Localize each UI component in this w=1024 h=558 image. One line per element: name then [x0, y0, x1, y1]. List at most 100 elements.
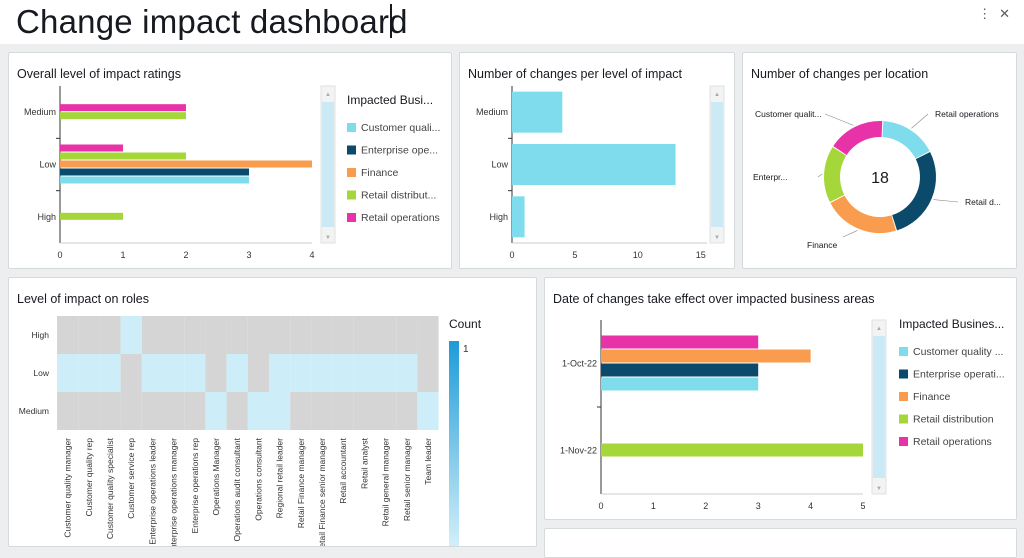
slice-label: Retail d...: [965, 197, 1001, 207]
heatmap-legend-max: 1: [463, 344, 469, 355]
bar-high: [512, 196, 525, 238]
slice-leader-line: [842, 230, 858, 238]
heatmap-cell: [290, 392, 312, 430]
more-vertical-icon[interactable]: ⋮: [978, 6, 992, 21]
heatmap-color-scale: [449, 341, 459, 546]
x-tick-label: 4: [309, 250, 314, 260]
heatmap-cell: [269, 354, 291, 392]
legend-swatch: [899, 369, 908, 379]
heatmap-row-label: Low: [33, 368, 49, 378]
close-icon[interactable]: ✕: [999, 6, 1010, 21]
x-tick-label: 1: [120, 250, 125, 260]
impact-on-roles-title: Level of impact on roles: [17, 292, 150, 306]
heatmap-column-label: Enterprise operations rep: [190, 438, 200, 534]
next-visual-card: [544, 528, 1017, 558]
heatmap-cell: [311, 392, 333, 430]
scroll-up-icon: ▲: [325, 92, 331, 98]
scrollbar-thumb[interactable]: [711, 102, 723, 227]
impact-on-roles-card: Level of impact on roles High Low Medium Cu…: [8, 277, 537, 547]
bar-high-retail-distribut: [60, 212, 123, 220]
heatmap-cell: [57, 316, 79, 354]
changes-per-level-card: Number of changes per level of impact 0 5…: [459, 52, 735, 269]
y-tick-label: Low: [491, 160, 508, 170]
x-tick-label: 0: [598, 501, 603, 511]
scrollbar-thumb[interactable]: [322, 102, 334, 227]
heatmap-cell: [290, 354, 312, 392]
heatmap-cell: [311, 354, 333, 392]
slice-customer-qualit: [833, 121, 883, 156]
legend-label: Retail operations: [361, 212, 440, 224]
heatmap-cell: [375, 354, 397, 392]
heatmap-column-label: Team leader: [423, 438, 433, 485]
legend-label: Enterprise operati...: [913, 369, 1005, 381]
legend-title: Impacted Busines...: [899, 317, 1004, 331]
heatmap-column-label: Retail Finance senior manager: [317, 438, 327, 547]
heatmap-cell: [163, 316, 185, 354]
bar-1-nov-22-retail-distribution: [601, 443, 863, 457]
legend-title: Impacted Busi...: [347, 93, 433, 107]
x-tick-label: 4: [808, 501, 813, 511]
heatmap-cell: [99, 392, 121, 430]
heatmap-cell: [120, 392, 142, 430]
heatmap-cell: [332, 354, 354, 392]
bar-low: [512, 144, 676, 185]
legend-label: Retail distribut...: [361, 190, 436, 202]
donut-center-total: 18: [871, 170, 889, 187]
heatmap-cell: [226, 316, 248, 354]
scroll-down-icon: ▼: [714, 235, 720, 241]
heatmap-cell: [184, 392, 206, 430]
heatmap-cell: [353, 316, 375, 354]
heatmap-row-label: High: [32, 330, 50, 340]
heatmap-cell: [141, 354, 163, 392]
changes-per-level-chart: 0 5 10 15 Medium Low High ▲ ▼: [476, 85, 725, 260]
heatmap-cell: [141, 392, 163, 430]
slice-label: Retail operations: [935, 109, 999, 119]
bar-medium-retail-distribut: [60, 112, 186, 120]
heatmap-cell: [226, 354, 248, 392]
slice-enterpr: [824, 147, 847, 203]
x-tick-label: 15: [696, 250, 706, 260]
slice-retail-operations: [881, 121, 930, 159]
legend-swatch: [347, 123, 356, 132]
x-tick-label: 1: [651, 501, 656, 511]
heatmap-cell: [205, 354, 227, 392]
y-tick-label: High: [489, 212, 508, 222]
bar-1-oct-22-finance: [601, 349, 811, 363]
heatmap-cell: [417, 392, 439, 430]
heatmap-cell: [141, 316, 163, 354]
legend-swatch: [899, 392, 908, 401]
heatmap-cell: [247, 392, 269, 430]
page-title: Change impact dashboard: [16, 3, 408, 40]
heatmap-cell: [353, 392, 375, 430]
heatmap-cell: [332, 316, 354, 354]
legend-swatch: [899, 347, 908, 356]
x-tick-label: 2: [703, 501, 708, 511]
heatmap-legend-title: Count: [449, 317, 482, 331]
heatmap-cell: [417, 316, 439, 354]
slice-leader-line: [911, 113, 929, 129]
heatmap-cell: [269, 392, 291, 430]
heatmap-cell: [247, 354, 269, 392]
heatmap-column-label: Enterprise operations manager: [169, 438, 179, 547]
scrollbar-thumb[interactable]: [873, 336, 885, 478]
dashboard-header: Change impact dashboard ⋮ ✕: [0, 0, 1024, 44]
legend-label: Finance: [361, 167, 399, 179]
heatmap-column-label: Retail senior manager: [402, 438, 412, 521]
y-tick-label: Medium: [476, 107, 508, 117]
changes-per-level-title: Number of changes per level of impact: [468, 67, 682, 81]
heatmap-cell: [396, 316, 418, 354]
bar-medium-retail-operations: [60, 104, 186, 112]
legend-label: Retail operations: [913, 436, 992, 448]
slice-label: Finance: [807, 240, 838, 250]
heatmap-cell: [290, 316, 312, 354]
date-of-changes-chart: 0 1 2 3 4 5 1-Oct-22 1-Nov-22 ▲ ▼ Impacted Busines…: [560, 317, 1005, 511]
legend-swatch: [347, 213, 356, 222]
legend-swatch: [347, 190, 356, 200]
heatmap-cell: [396, 354, 418, 392]
heatmap-column-label: Operations Manager: [211, 438, 221, 516]
heatmap-cell: [205, 316, 227, 354]
heatmap-cell: [396, 392, 418, 430]
legend-swatch: [899, 414, 908, 424]
heatmap-cell: [78, 392, 100, 430]
bar-low-customer-quali: [60, 176, 249, 184]
